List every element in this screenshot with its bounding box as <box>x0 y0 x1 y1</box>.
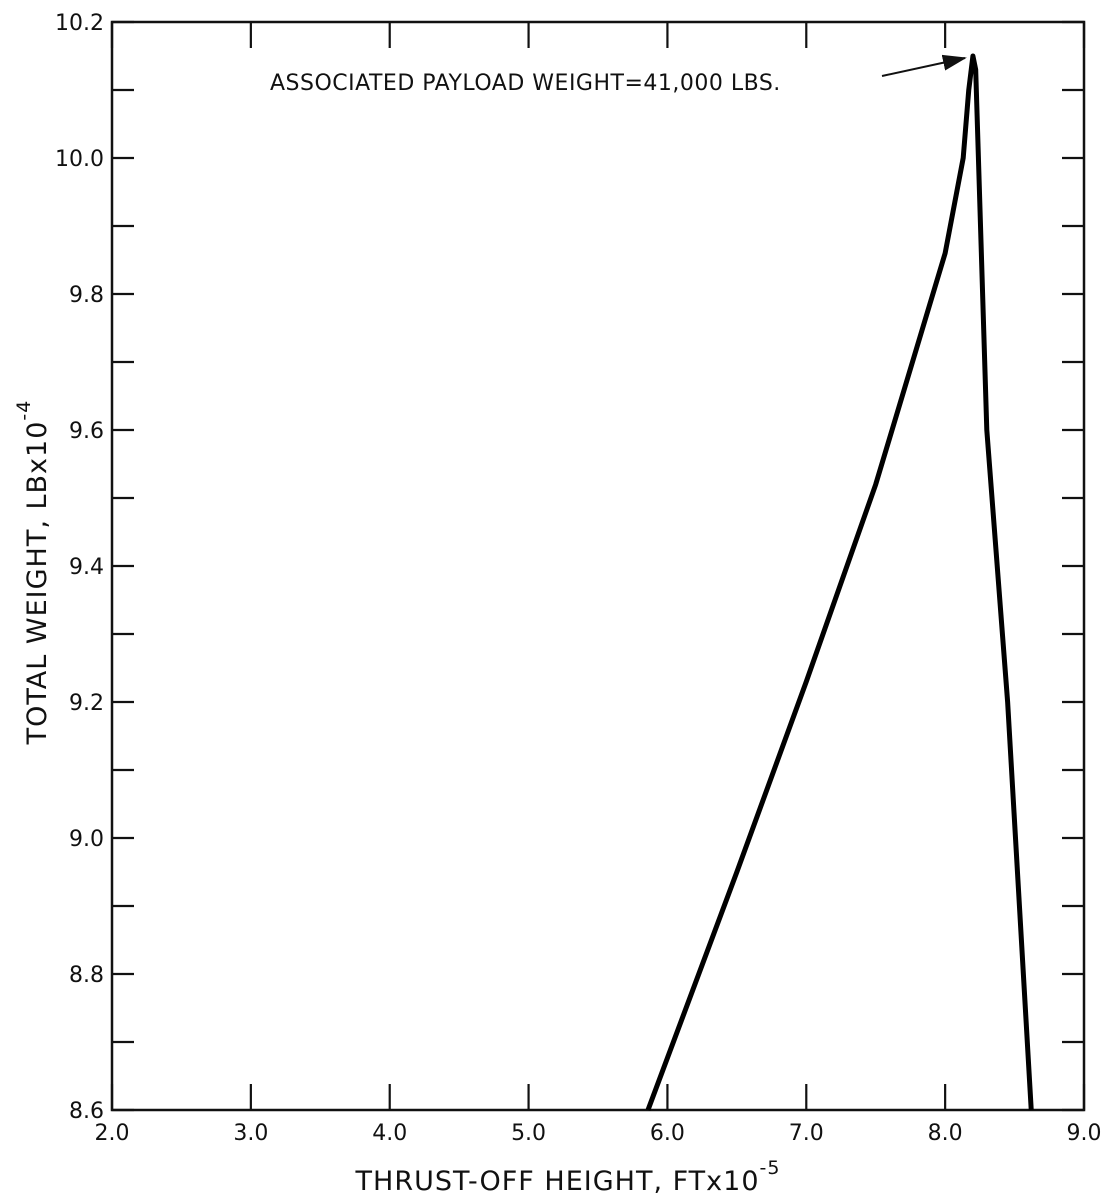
x-tick-label: 4.0 <box>372 1121 407 1146</box>
y-tick-label: 8.6 <box>69 1099 104 1124</box>
series-line <box>645 53 1034 1111</box>
y-tick-label: 8.8 <box>69 963 104 988</box>
x-tick-label: 5.0 <box>511 1121 546 1146</box>
x-tick-label: 9.0 <box>1067 1121 1102 1146</box>
data-series <box>645 53 1034 1111</box>
y-tick-label: 10.2 <box>55 11 104 36</box>
tick-labels: 2.0 3.0 4.0 5.0 6.0 7.0 8.0 9.0 8.6 8.8 9.0 9.2 9.4 9… <box>55 11 1101 1146</box>
x-tick-label: 8.0 <box>928 1121 963 1146</box>
x-axis-label-text: THRUST-OFF HEIGHT, FTx10 <box>355 1166 760 1197</box>
x-tick-label: 2.0 <box>95 1121 130 1146</box>
y-axis-label-exponent: -4 <box>13 400 35 421</box>
tick-marks <box>110 20 1086 1112</box>
y-axis-label-text: TOTAL WEIGHT, LBx10 <box>22 421 53 746</box>
plot-frame <box>110 20 1086 1112</box>
y-tick-label: 10.0 <box>55 147 104 172</box>
annotations: ASSOCIATED PAYLOAD WEIGHT=41,000 LBS. <box>270 54 967 96</box>
y-tick-label: 9.6 <box>69 419 104 444</box>
y-tick-label: 9.2 <box>69 691 104 716</box>
x-tick-label: 3.0 <box>233 1121 268 1146</box>
x-axis-label: THRUST-OFF HEIGHT, FTx10-5 <box>355 1157 781 1197</box>
x-axis-label-exponent: -5 <box>760 1157 781 1179</box>
x-tick-label: 7.0 <box>789 1121 824 1146</box>
y-tick-label: 9.8 <box>69 283 104 308</box>
y-tick-label: 9.4 <box>69 555 104 580</box>
annotation-arrow <box>881 54 967 77</box>
x-tick-label: 6.0 <box>650 1121 685 1146</box>
annotation-text: ASSOCIATED PAYLOAD WEIGHT=41,000 LBS. <box>270 71 781 96</box>
y-tick-label: 9.0 <box>69 827 104 852</box>
y-axis-label: TOTAL WEIGHT, LBx10-4 <box>13 400 53 746</box>
